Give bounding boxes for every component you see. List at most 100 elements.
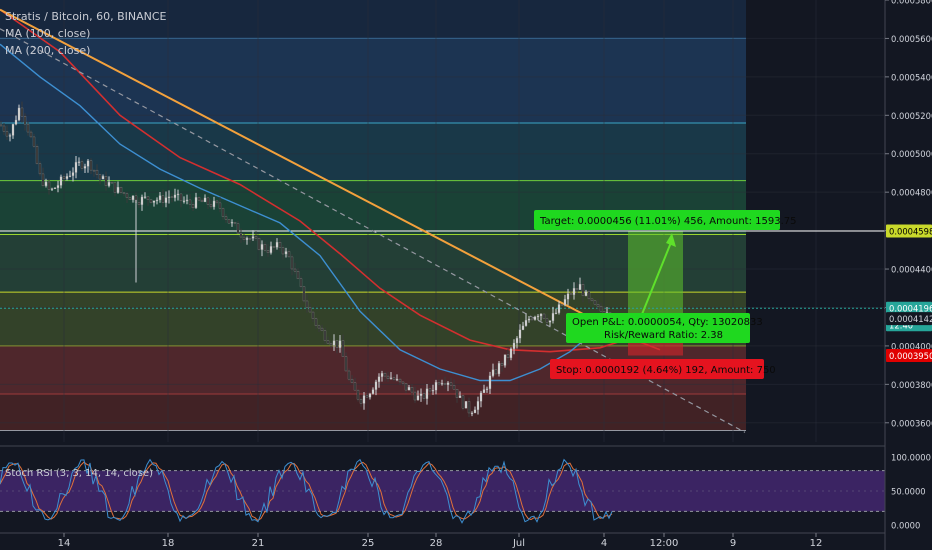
price-tick-label: 0.0005800 xyxy=(891,0,932,6)
stop-label[interactable]: Stop: 0.0000192 (4.64%) 192, Amount: 750 xyxy=(556,365,776,376)
candle-body xyxy=(512,342,516,349)
candle-body xyxy=(203,197,207,203)
candle-body xyxy=(572,288,576,295)
candle-body xyxy=(308,307,312,313)
candle-body xyxy=(275,242,279,248)
candle-body xyxy=(362,395,366,404)
candle-body xyxy=(161,195,165,203)
candle-body xyxy=(596,304,600,307)
candle-body xyxy=(482,389,486,394)
open-pnl-label[interactable]: Open P&L: 0.0000054, Qty: 13020833 xyxy=(572,317,763,328)
candle-body xyxy=(272,246,276,248)
candle-body xyxy=(296,271,300,279)
candle-body xyxy=(209,204,213,208)
candle-body xyxy=(77,161,81,163)
candle-body xyxy=(548,320,552,323)
candle-body xyxy=(155,199,159,202)
ma100-legend[interactable]: MA (100, close) xyxy=(5,27,91,40)
price-lines xyxy=(0,8,746,433)
candle-body xyxy=(188,199,192,205)
candle-body xyxy=(527,318,531,321)
stoch-rsi-pane[interactable]: Stoch RSI (3, 3, 14, 14, close) xyxy=(0,445,932,524)
price-tag[interactable] xyxy=(886,301,932,315)
candle-body xyxy=(11,124,15,136)
price-tag[interactable] xyxy=(886,224,932,238)
stop-label-box[interactable] xyxy=(550,359,764,379)
candle-body xyxy=(38,163,42,175)
candle-body xyxy=(131,195,135,201)
candle-body xyxy=(410,387,414,393)
candle-body xyxy=(107,182,111,186)
candle-body xyxy=(185,199,189,202)
candle-body xyxy=(254,236,258,239)
ma200-legend[interactable]: MA (200, close) xyxy=(5,44,91,57)
candle-body xyxy=(17,107,21,121)
price-tag[interactable] xyxy=(886,312,932,326)
candle-body xyxy=(314,318,318,326)
candle-body xyxy=(350,378,354,383)
candle-body xyxy=(35,146,39,164)
candle-body xyxy=(230,222,234,224)
candle-body xyxy=(539,313,543,317)
position-labels[interactable]: Target: 0.0000456 (11.01%) 456, Amount: … xyxy=(534,210,797,379)
fib-band xyxy=(0,38,746,123)
candle-body xyxy=(416,395,420,401)
price-tag-label[interactable]: 0.00041960 xyxy=(889,304,932,314)
candle-body xyxy=(437,382,441,385)
candle-body xyxy=(68,175,72,177)
chart-title: Stratis / Bitcoin, 60, BINANCE xyxy=(5,10,167,23)
candle-body xyxy=(515,338,519,344)
candle-body xyxy=(290,256,294,270)
candle-body xyxy=(260,244,264,250)
candle-body xyxy=(563,299,567,306)
candle-body xyxy=(101,176,105,180)
price-axis[interactable]: 0.0005800 0.0005600 0.0005400 0.0005200 0.00… xyxy=(884,0,932,550)
candle-body xyxy=(518,329,522,339)
candle-body xyxy=(497,363,501,375)
candle-body xyxy=(2,125,6,132)
candle-body xyxy=(137,202,141,205)
price-tick-label: 0.0005200 xyxy=(891,111,932,121)
candle-body xyxy=(74,162,78,173)
candle-body xyxy=(455,389,459,398)
candle-body xyxy=(206,197,210,205)
candle-body xyxy=(347,370,351,380)
ma200-line xyxy=(0,8,661,353)
price-tag[interactable] xyxy=(886,349,932,363)
candle-body xyxy=(434,382,438,391)
fib-band xyxy=(0,122,746,181)
candle-body xyxy=(326,340,330,344)
candle-body xyxy=(365,395,369,398)
time-axis[interactable]: 14 18 21 25 28 Jul 4 12:00 9 12 xyxy=(0,532,885,549)
price-tag-label[interactable]: 12:40 xyxy=(889,320,913,330)
stoch-k-line xyxy=(0,458,613,524)
candle-body xyxy=(53,187,57,190)
candle-body xyxy=(386,375,390,380)
candle-body xyxy=(380,373,384,377)
candle-body xyxy=(98,174,102,180)
candle-body xyxy=(542,313,546,319)
price-axis-bg xyxy=(885,0,932,550)
open-pnl-box[interactable] xyxy=(566,313,750,343)
price-tag-label[interactable]: 0.00039500 xyxy=(889,351,932,361)
candle-body xyxy=(122,192,126,194)
stoch-title[interactable]: Stoch RSI (3, 3, 14, 14, close) xyxy=(5,468,153,479)
candle-body xyxy=(374,381,378,390)
risk-reward-label[interactable]: Risk/Reward Ratio: 2.38 xyxy=(604,330,723,341)
candle-body xyxy=(116,186,120,193)
target-label[interactable]: Target: 0.0000456 (11.01%) 456, Amount: … xyxy=(539,216,797,227)
candle-body xyxy=(173,194,177,198)
candle-body xyxy=(431,389,435,392)
time-tick-label: 12:00 xyxy=(650,538,679,549)
time-tick-label: 14 xyxy=(58,538,71,549)
candle-body xyxy=(233,222,237,224)
target-label-box[interactable] xyxy=(534,210,780,230)
stoch-tick-label: 50.0000 xyxy=(891,487,926,497)
candle-body xyxy=(170,196,174,198)
candle-body xyxy=(47,181,51,190)
price-tick-label: 0.0005400 xyxy=(891,72,932,82)
candle-body xyxy=(521,325,525,330)
